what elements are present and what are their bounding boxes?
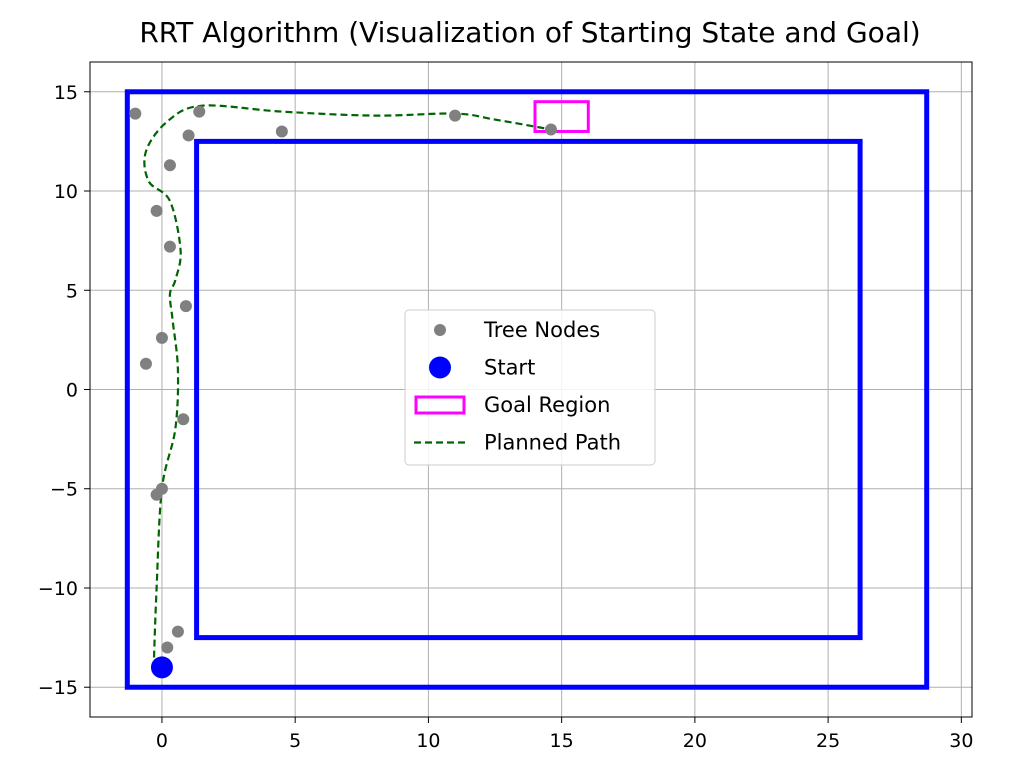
start-group: [150, 656, 173, 679]
tree-node-point: [161, 641, 174, 654]
legend-label: Planned Path: [484, 431, 621, 455]
y-tick-label: 5: [66, 280, 78, 302]
legend: Tree Nodes Start Goal Region Planned Path: [404, 309, 656, 466]
x-tick-label: 5: [289, 730, 301, 752]
y-tick-label: −10: [38, 578, 78, 600]
start-point: [150, 656, 173, 679]
tree-node-point: [275, 125, 288, 138]
tree-node-point: [449, 109, 462, 122]
tree-node-point: [129, 107, 142, 120]
tree-node-point: [179, 300, 192, 313]
legend-tree-nodes-marker: [434, 324, 446, 336]
tree-node-point: [177, 413, 190, 426]
x-tick-label: 15: [550, 730, 574, 752]
tree-node-point: [150, 488, 163, 501]
x-tick-label: 10: [416, 730, 440, 752]
y-tick-label: 10: [54, 181, 78, 203]
legend-start-marker: [429, 356, 451, 379]
legend-label: Tree Nodes: [483, 318, 600, 342]
wall-rectangle: [124, 89, 930, 690]
chart-title: RRT Algorithm (Visualization of Starting…: [139, 16, 920, 49]
legend-goal-marker: [414, 395, 466, 415]
legend-label: Start: [484, 356, 535, 380]
tree-node-point: [171, 625, 184, 638]
walls: [124, 89, 930, 690]
goal-region-group: [533, 100, 590, 133]
legend-box: [404, 309, 656, 466]
x-tick-label: 0: [156, 730, 168, 752]
y-tick-label: 0: [66, 380, 78, 402]
axis-ticks: 0 5 10 15 20 25 30 −15 −10 −5 0 5 10 15: [38, 82, 974, 752]
tree-node-point: [544, 123, 557, 136]
x-tick-label: 25: [816, 730, 840, 752]
x-tick-label: 20: [683, 730, 707, 752]
tree-node-point: [150, 204, 163, 217]
wall-rectangle: [194, 138, 863, 641]
x-tick-label: 30: [949, 730, 973, 752]
tree-node-point: [163, 159, 176, 172]
tree-node-point: [155, 331, 168, 344]
tree-node-point: [193, 105, 206, 118]
y-tick-label: 15: [54, 82, 78, 104]
tree-nodes-group: [129, 105, 557, 654]
tree-node-point: [163, 240, 176, 253]
planned-path-line: [143, 104, 552, 658]
tree-node-point: [139, 357, 152, 370]
y-tick-label: −5: [50, 479, 78, 501]
legend-label: Goal Region: [484, 393, 610, 417]
planned-path-group: [143, 104, 552, 658]
y-tick-label: −15: [38, 677, 78, 699]
goal-region: [533, 100, 590, 133]
tree-node-point: [182, 129, 195, 142]
